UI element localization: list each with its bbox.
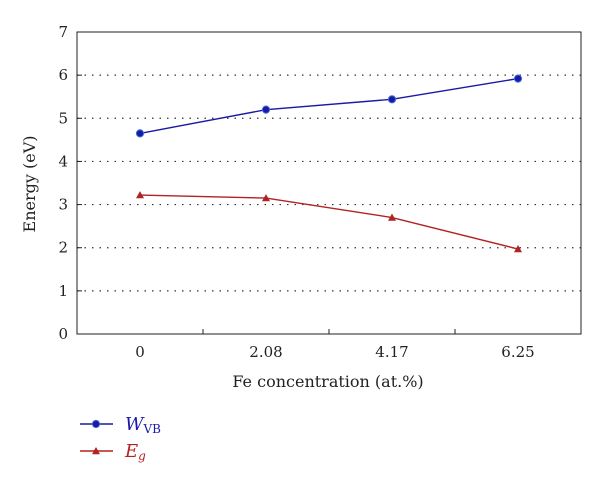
y-tick-label: 7 xyxy=(58,23,68,41)
data-point-circle xyxy=(513,74,523,83)
data-point-circle xyxy=(261,105,271,114)
legend-label-1: Eg xyxy=(124,441,146,463)
legend-name: E xyxy=(124,441,138,462)
y-tick-label: 3 xyxy=(58,196,68,214)
plot-frame xyxy=(76,31,582,335)
x-tick-label: 6.25 xyxy=(501,343,534,361)
data-point-circle xyxy=(387,95,397,104)
data-point-circle xyxy=(135,129,145,138)
data-point-triangle xyxy=(262,194,270,202)
y-tick-label: 1 xyxy=(58,282,68,300)
y-tick-label: 0 xyxy=(58,325,68,343)
legend-marker-0 xyxy=(91,419,101,429)
y-tick-label: 2 xyxy=(58,239,68,257)
y-tick-label: 6 xyxy=(58,66,68,84)
legend-subscript: g xyxy=(138,449,146,463)
y-axis-title: Energy (eV) xyxy=(20,136,39,233)
data-point-triangle xyxy=(388,213,396,221)
data-point-triangle xyxy=(136,191,144,199)
legend-label-0: WVB xyxy=(125,414,161,436)
x-tick-label: 2.08 xyxy=(249,343,282,361)
series-line-1 xyxy=(139,194,519,250)
x-axis-title: Fe concentration (at.%) xyxy=(232,372,423,391)
x-tick-label: 4.17 xyxy=(375,343,408,361)
series-line-0 xyxy=(139,77,519,135)
legend-marker-1 xyxy=(92,447,100,455)
y-tick-label: 5 xyxy=(58,109,68,127)
legend-name: W xyxy=(125,414,145,435)
y-tick-label: 4 xyxy=(58,152,68,170)
x-tick-label: 0 xyxy=(135,343,145,361)
data-point-triangle xyxy=(514,245,522,253)
legend-subscript: VB xyxy=(143,422,162,436)
